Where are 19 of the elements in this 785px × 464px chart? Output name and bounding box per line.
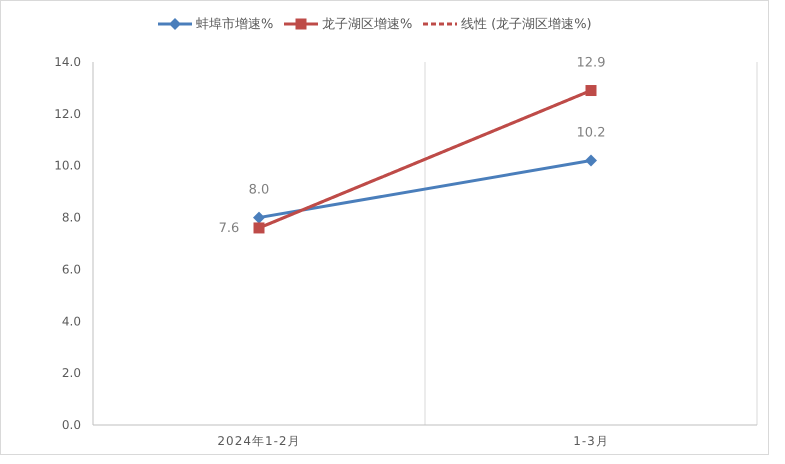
y-tick-label: 14.0 — [54, 55, 81, 69]
legend-label: 蚌埠市增速% — [196, 17, 274, 32]
data-label: 10.2 — [576, 126, 606, 141]
x-tick-label: 1-3月 — [573, 434, 609, 448]
x-tick-label: 2024年1-2月 — [217, 434, 301, 448]
point — [585, 154, 597, 167]
point — [253, 212, 265, 224]
y-tick-label: 12.0 — [54, 106, 81, 121]
y-tick-label: 6.0 — [62, 262, 81, 276]
y-tick-label: 4.0 — [62, 314, 81, 328]
y-tick-label: 8.0 — [62, 210, 81, 225]
y-tick-label: 10.0 — [54, 158, 81, 173]
y-tick-label: 0.0 — [62, 418, 81, 432]
data-label: 8.0 — [248, 182, 270, 198]
data-label: 12.9 — [576, 56, 606, 71]
legend-label: 线性 (龙子湖区增速%) — [461, 17, 592, 32]
data-label: 7.6 — [218, 220, 240, 236]
legend-label: 龙子湖区增速% — [322, 17, 412, 32]
y-tick-label: 2.0 — [62, 366, 81, 380]
